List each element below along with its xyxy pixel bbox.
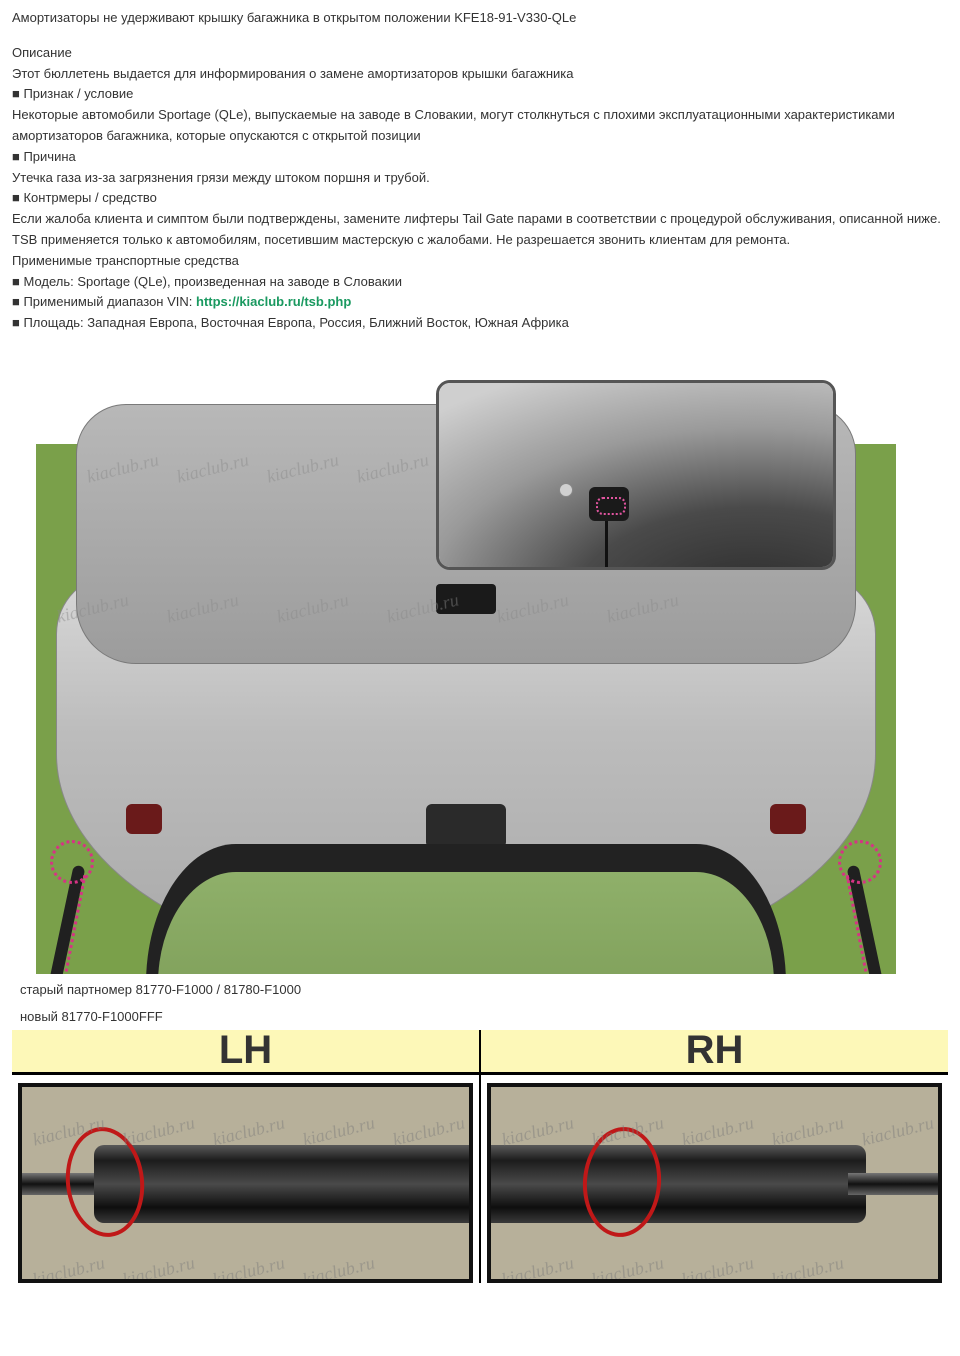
- hinge-right: [770, 804, 806, 834]
- rear-window: [146, 844, 786, 974]
- figure-tailgate: kiaclub.rukiaclub.rukiaclub.rukiaclub.ru…: [36, 374, 896, 974]
- applicable-vin: ■ Применимый диапазон VIN: https://kiacl…: [12, 292, 948, 313]
- symptom-text: Некоторые автомобили Sportage (QLe), вып…: [12, 105, 948, 147]
- rh-strut-rod: [848, 1173, 942, 1195]
- lh-strut-tube: [94, 1145, 473, 1223]
- applicable-region: ■ Площадь: Западная Европа, Восточная Ев…: [12, 313, 948, 334]
- inset-background: [439, 383, 833, 567]
- counter-text-2: TSB применяется только к автомобилям, по…: [12, 230, 948, 251]
- hinge-left: [126, 804, 162, 834]
- description-text: Этот бюллетень выдается для информирован…: [12, 64, 948, 85]
- inset-stud: [559, 483, 573, 497]
- counter-label: ■ Контрмеры / средство: [12, 188, 948, 209]
- watermark: kiaclub.ru: [499, 1248, 577, 1282]
- symptom-label: ■ Признак / условие: [12, 84, 948, 105]
- lh-header: LH: [12, 1030, 480, 1074]
- cause-label: ■ Причина: [12, 147, 948, 168]
- watermark: kiaclub.ru: [300, 1248, 378, 1282]
- watermark: kiaclub.ru: [589, 1248, 667, 1282]
- rh-header: RH: [480, 1030, 948, 1074]
- watermark: kiaclub.ru: [859, 1108, 937, 1154]
- figure-inset: [436, 380, 836, 570]
- old-partnumber: старый партномер 81770-F1000 / 81780-F10…: [20, 980, 948, 1001]
- wiper-motor: [426, 804, 506, 848]
- counter-text-1: Если жалоба клиента и симптом были подтв…: [12, 209, 948, 230]
- watermark: kiaclub.ru: [210, 1248, 288, 1282]
- rh-strut-panel: kiaclub.ru kiaclub.ru kiaclub.ru kiaclub.ru…: [487, 1083, 942, 1283]
- description-heading: Описание: [12, 43, 948, 64]
- watermark: kiaclub.ru: [30, 1248, 108, 1282]
- watermark: kiaclub.ru: [120, 1248, 198, 1282]
- watermark: kiaclub.ru: [679, 1248, 757, 1282]
- watermark: kiaclub.ru: [769, 1248, 847, 1282]
- applicable-vin-prefix: ■ Применимый диапазон VIN:: [12, 294, 196, 309]
- applicable-model: ■ Модель: Sportage (QLe), произведенная …: [12, 272, 948, 293]
- lh-highlight-ring: [60, 1123, 149, 1241]
- figure-struts: LH RH kiaclub.rukiaclub.rukiaclub.rukiac…: [12, 1030, 948, 1283]
- new-partnumber: новый 81770-F1000FFF: [20, 1007, 948, 1028]
- vin-link[interactable]: https://kiaclub.ru/tsb.php: [196, 294, 351, 309]
- cause-text: Утечка газа из-за загрязнения грязи межд…: [12, 168, 948, 189]
- highlight-circle-right: [838, 840, 882, 884]
- lh-strut-panel: kiaclub.ru kiaclub.ru kiaclub.ru kiaclub.ru…: [18, 1083, 473, 1283]
- applicable-heading: Применимые транспортные средства: [12, 251, 948, 272]
- rh-strut-tube: [487, 1145, 866, 1223]
- tailgate-latch: [436, 584, 496, 614]
- inset-wire: [605, 521, 608, 570]
- page-title: Амортизаторы не удерживают крышку багажн…: [12, 8, 948, 29]
- highlight-circle-left: [50, 840, 94, 884]
- inset-sensor: [589, 487, 629, 521]
